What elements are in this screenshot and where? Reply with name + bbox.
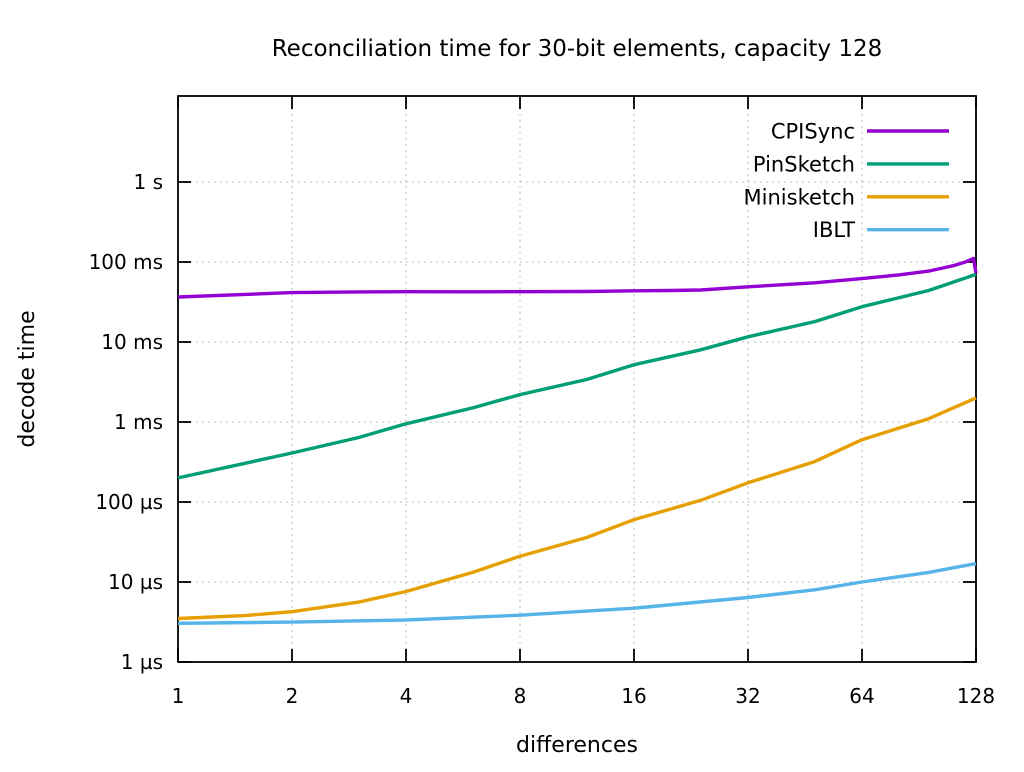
tick-label-layer: 1 2 4 8 16 32 64 128 1 s 100 ms 10 ms 1 ms 100 µs 10 … [89, 170, 996, 708]
series-line-iblt [177, 561, 977, 625]
legend-item-cpisync: CPISync [771, 120, 949, 144]
plot-border [177, 95, 977, 663]
legend-item-iblt: IBLT [813, 218, 949, 242]
y-tick-label-1 ms: 1 ms [114, 410, 163, 434]
legend: CPISync PinSketch Minisketch IBLT [744, 120, 949, 242]
chart-title: Reconciliation time for 30-bit elements,… [272, 36, 883, 62]
x-tick-label-8: 8 [514, 684, 527, 708]
series-line-cpisync [177, 256, 978, 299]
x-tick-label-16: 16 [621, 684, 646, 708]
tick-layer [177, 96, 977, 663]
y-tick-label-1 s: 1 s [133, 170, 163, 194]
x-axis-label: differences [516, 733, 638, 758]
y-tick-label-100 ms: 100 ms [89, 250, 163, 274]
legend-item-pinsketch: PinSketch [753, 152, 949, 176]
legend-label-cpisync: CPISync [771, 120, 855, 144]
x-tick-label-4: 4 [400, 684, 413, 708]
x-tick-label-64: 64 [849, 684, 874, 708]
y-tick-label-100 µs: 100 µs [95, 490, 163, 514]
y-tick-label-1 µs: 1 µs [121, 650, 163, 674]
legend-label-minisketch: Minisketch [744, 185, 855, 209]
x-tick-label-32: 32 [735, 684, 760, 708]
series-layer [177, 256, 978, 625]
y-tick-label-10 ms: 10 ms [101, 330, 163, 354]
series-line-pinsketch [177, 272, 977, 480]
legend-item-minisketch: Minisketch [744, 185, 949, 209]
y-axis-label: decode time [15, 310, 40, 447]
legend-label-pinsketch: PinSketch [753, 152, 855, 176]
x-tick-label-2: 2 [286, 684, 299, 708]
x-tick-label-128: 128 [957, 684, 995, 708]
y-tick-label-10 µs: 10 µs [108, 570, 163, 594]
grid-layer [177, 96, 977, 663]
x-tick-label-1: 1 [172, 684, 185, 708]
series-line-minisketch [177, 396, 977, 621]
legend-label-iblt: IBLT [813, 218, 855, 242]
